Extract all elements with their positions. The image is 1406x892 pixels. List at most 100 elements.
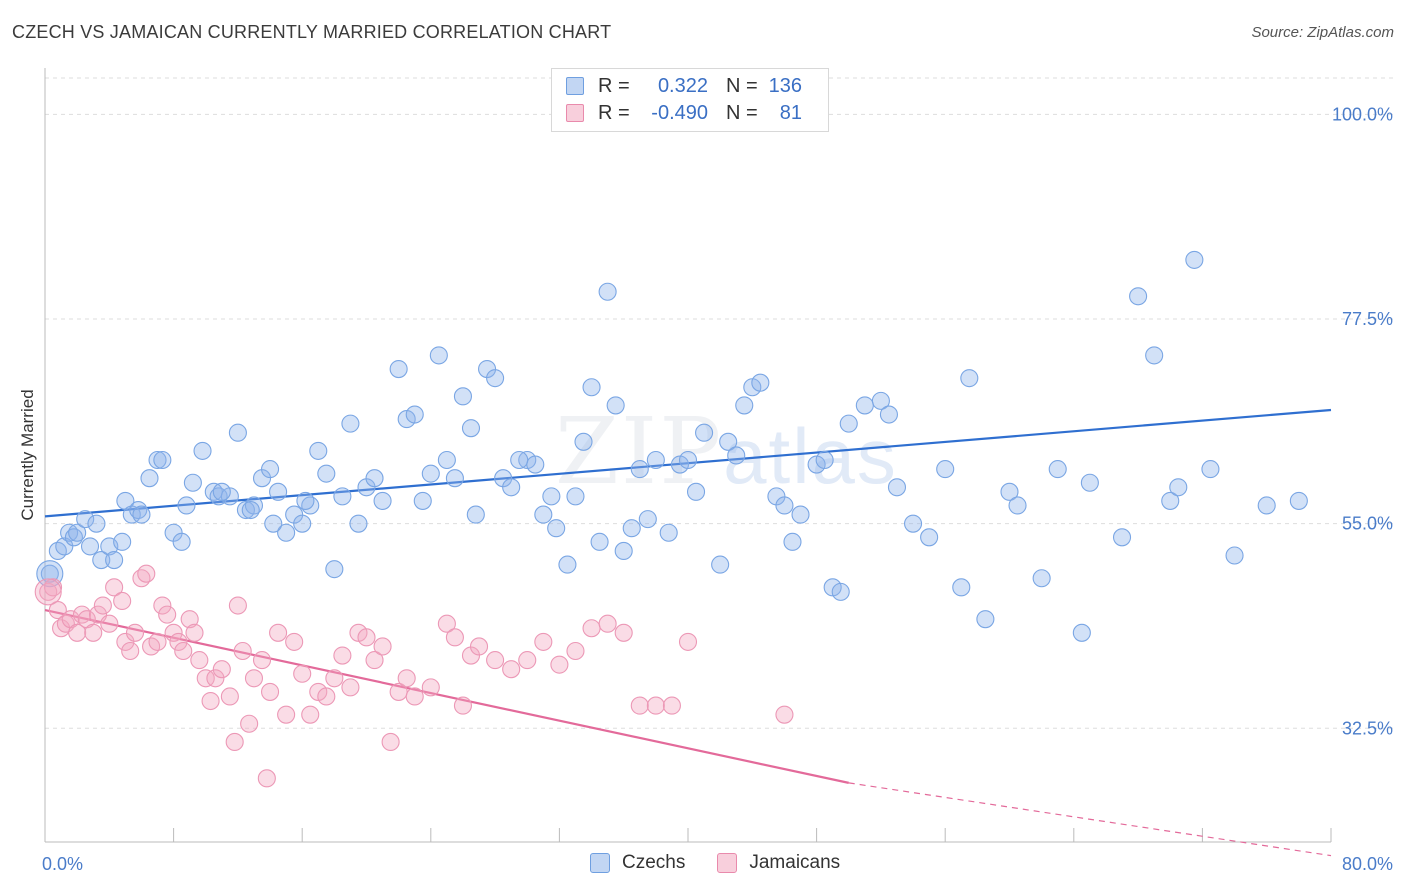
point-jamaicans (190, 651, 209, 670)
axis-labels: 32.5% 55.0% 77.5% 100.0% 0.0% 80.0% Currently … (18, 104, 1393, 874)
point-czechs (1129, 287, 1148, 306)
point-czechs (293, 514, 312, 533)
point-czechs (1080, 473, 1099, 492)
point-czechs (1000, 482, 1019, 501)
point-czechs (445, 469, 464, 488)
point-czechs (630, 460, 649, 479)
y-tick-label: 100.0% (1332, 104, 1393, 124)
point-czechs (510, 450, 529, 470)
point-czechs (751, 373, 770, 392)
point-czechs (1201, 460, 1220, 479)
point-czechs (389, 359, 408, 379)
point-jamaicans (121, 641, 140, 661)
point-czechs (879, 405, 898, 424)
point-jamaicans (142, 637, 161, 656)
point-jamaicans (405, 687, 424, 706)
point-czechs (855, 396, 874, 415)
legend-n-value: 81 (779, 101, 802, 124)
points-jamaicans (34, 564, 794, 788)
point-czechs (264, 514, 283, 533)
chart-title: CZECH VS JAMAICAN CURRENTLY MARRIED CORR… (12, 22, 612, 42)
point-jamaicans (113, 591, 132, 611)
legend-swatch-jamaicans (566, 104, 584, 122)
point-czechs (153, 450, 172, 470)
point-czechs (325, 560, 344, 579)
point-czechs (646, 450, 665, 470)
point-czechs (952, 578, 971, 597)
legend-n-value: 136 (768, 74, 802, 97)
point-czechs (48, 541, 67, 561)
point-czechs (269, 482, 288, 501)
point-czechs (622, 519, 641, 538)
point-czechs (87, 514, 106, 533)
point-czechs (1032, 569, 1051, 588)
point-czechs (122, 505, 141, 524)
point-czechs (76, 510, 95, 529)
point-jamaicans (212, 660, 231, 679)
point-jamaicans (260, 682, 280, 701)
point-czechs (1008, 496, 1027, 515)
point-czechs (177, 496, 196, 515)
point-czechs (606, 396, 625, 415)
legend-swatch-czechs (566, 77, 584, 95)
y-axis-label: Currently Married (18, 389, 37, 520)
point-jamaicans (48, 601, 67, 620)
point-czechs (317, 464, 336, 483)
point-czechs (590, 532, 609, 551)
axes (44, 68, 1332, 843)
point-jamaicans (93, 596, 112, 615)
point-czechs (296, 491, 315, 510)
point-czechs (727, 446, 746, 465)
point-czechs (212, 482, 231, 501)
point-czechs (791, 505, 810, 524)
legend-r-value: -0.490 (651, 101, 708, 124)
series-legend: Czechs Jamaicans (590, 852, 872, 874)
point-czechs (936, 460, 955, 479)
point-czechs (1257, 496, 1276, 515)
point-jamaicans (341, 678, 360, 697)
legend-n-label: N = (726, 101, 758, 124)
point-czechs (1185, 250, 1204, 269)
point-czechs (405, 405, 424, 424)
point-czechs (429, 346, 448, 365)
point-czechs (678, 450, 698, 470)
point-jamaicans (614, 623, 633, 642)
point-czechs (547, 519, 566, 538)
point-jamaicans (185, 623, 204, 642)
y-tick-label: 77.5% (1342, 309, 1393, 329)
legend-item-jamaicans[interactable]: Jamaicans (717, 852, 840, 874)
legend-r-label: R = (598, 101, 630, 124)
point-czechs (839, 414, 858, 433)
legend-n-label: N = (726, 74, 758, 97)
point-czechs (574, 432, 593, 451)
point-jamaicans (68, 623, 87, 642)
point-czechs (1072, 623, 1091, 642)
point-czechs (534, 505, 553, 524)
point-jamaicans (317, 687, 336, 706)
point-czechs (526, 455, 545, 474)
point-czechs (1112, 528, 1132, 547)
point-czechs (193, 441, 212, 460)
point-czechs (887, 478, 907, 497)
point-czechs (1169, 478, 1188, 497)
legend-item-czechs[interactable]: Czechs (590, 852, 685, 874)
point-czechs (735, 396, 754, 415)
legend-row-czechs: R = 0.322 N = 136 (566, 73, 802, 99)
point-czechs (140, 469, 159, 488)
point-czechs (486, 369, 505, 388)
point-jamaicans (169, 632, 188, 651)
point-czechs (183, 473, 202, 492)
point-czechs (437, 450, 456, 470)
point-czechs (783, 532, 802, 551)
trend-line-jamaicans-extrapolated (848, 782, 1332, 857)
point-jamaicans (100, 614, 119, 633)
watermark-zip: ZIP (555, 398, 724, 505)
point-czechs (1145, 346, 1164, 365)
point-jamaicans (582, 619, 601, 638)
point-jamaicans (534, 632, 553, 651)
point-jamaicans (125, 623, 145, 642)
point-jamaicans (148, 632, 167, 651)
legend-swatch-czechs (590, 853, 610, 873)
point-jamaicans (285, 632, 304, 651)
point-jamaicans (775, 705, 794, 724)
